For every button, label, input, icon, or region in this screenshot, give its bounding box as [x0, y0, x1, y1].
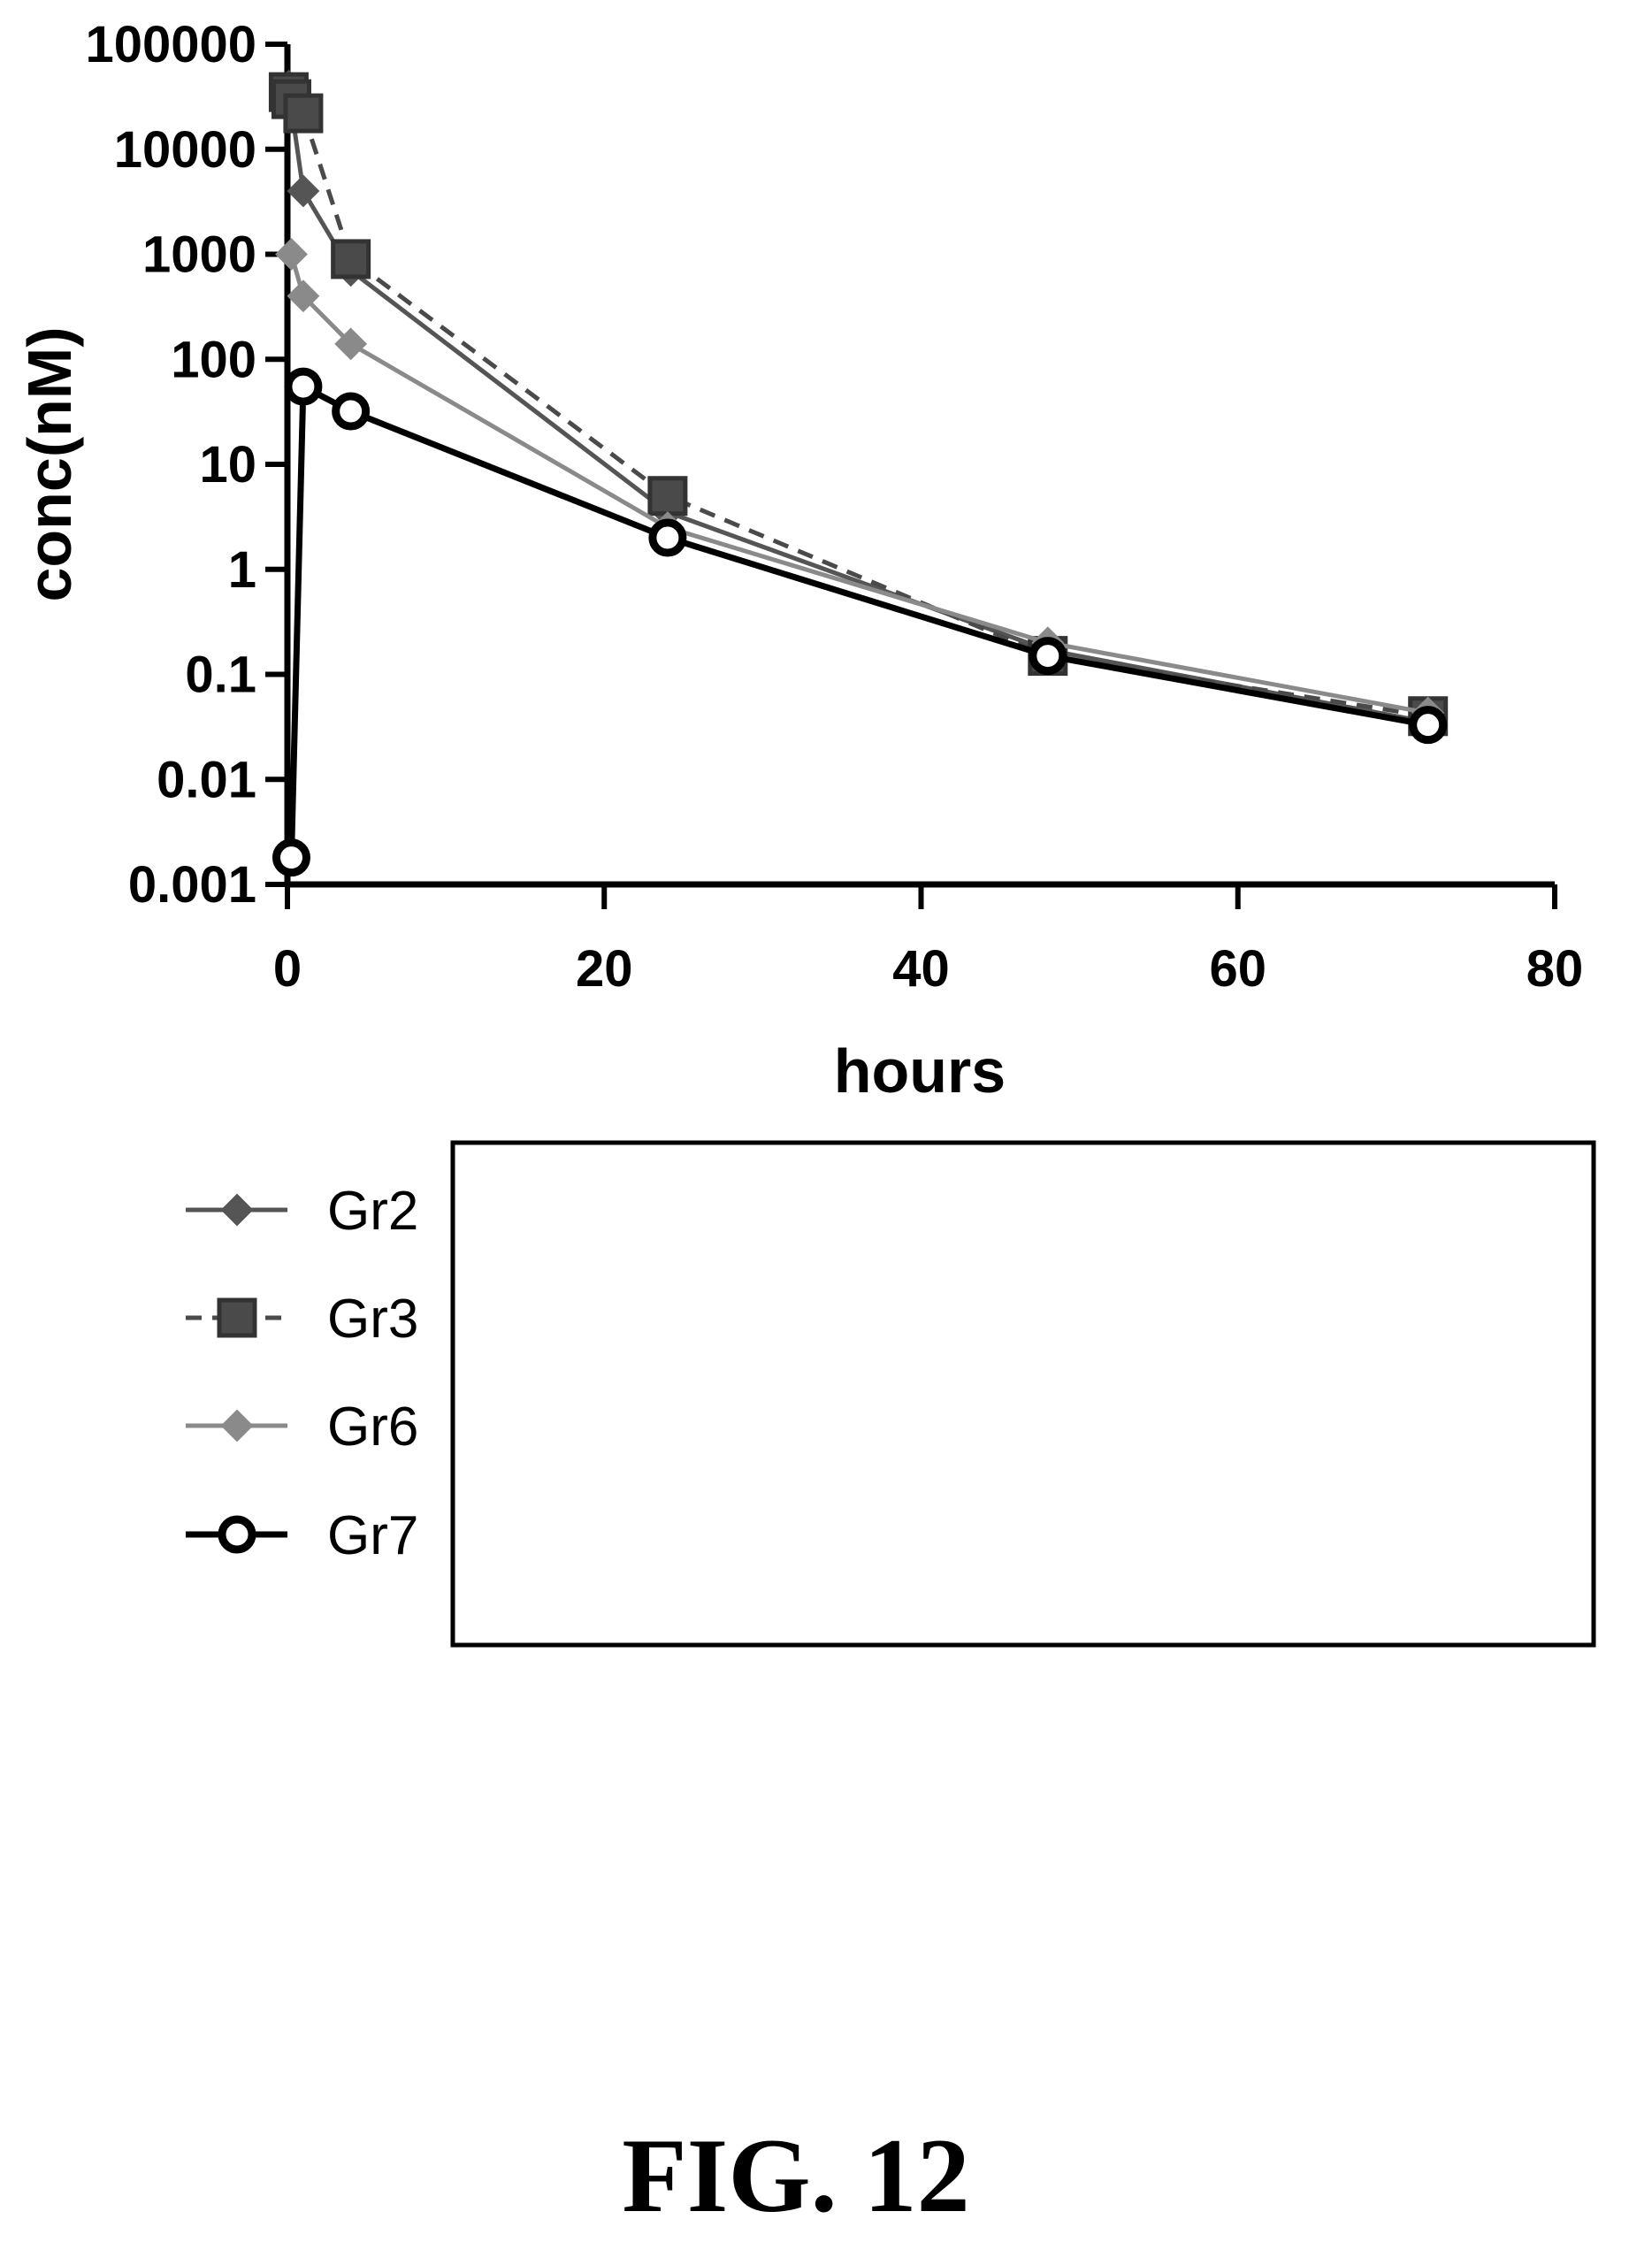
x-tick-label: 0: [273, 940, 302, 998]
x-tick-label: 60: [1209, 940, 1266, 998]
series-gr3: [268, 72, 1449, 737]
y-tick-label: 0.1: [185, 647, 256, 704]
y-tick-label: 100000: [85, 16, 256, 73]
series-line-gr2: [286, 85, 1429, 725]
legend-box: [450, 1140, 1596, 1648]
x-tick-label: 80: [1526, 940, 1584, 998]
data-point-gr7: [272, 838, 310, 877]
legend-marker-gr2: [220, 1193, 254, 1227]
x-axis-title: hours: [834, 1037, 1006, 1106]
series-gr7: [272, 367, 1448, 877]
axes: [284, 44, 1555, 888]
legend-marker-gr6: [220, 1409, 254, 1442]
y-tick-label: 100: [171, 331, 256, 388]
legend-item-gr2: Gr2: [186, 1181, 418, 1242]
y-tick-label: 0.001: [128, 856, 256, 914]
legend-marker-gr3: [217, 1297, 257, 1338]
y-axis-title: conc(nM): [15, 326, 84, 601]
y-ticks: 0.001 0.01 0.1 1 10 100 1000 10000 100000: [85, 16, 287, 914]
legend-label-gr3: Gr3: [327, 1289, 418, 1350]
x-ticks: 0 20 40 60 80: [273, 884, 1583, 998]
legend-item-gr3: Gr3: [186, 1289, 418, 1350]
x-tick-label: 40: [892, 940, 950, 998]
data-point-gr7: [1029, 637, 1067, 676]
data-point-gr7: [332, 392, 371, 431]
data-point-gr7: [1409, 706, 1448, 745]
legend-marker-gr7: [218, 1515, 256, 1554]
y-tick-label: 1000: [142, 226, 256, 284]
data-point-gr3: [647, 476, 688, 517]
y-tick-label: 1: [228, 541, 256, 599]
series-line-gr3: [287, 91, 1429, 719]
legend-item-gr7: Gr7: [186, 1505, 418, 1566]
data-point-gr3: [283, 93, 324, 134]
data-point-gr3: [331, 239, 371, 279]
figure-caption: FIG. 12: [622, 2116, 969, 2234]
series-gr2: [272, 69, 1445, 739]
data-point-gr2: [287, 174, 320, 208]
y-tick-label: 10000: [114, 121, 256, 179]
data-point-gr7: [284, 367, 323, 406]
legend-label-gr6: Gr6: [327, 1396, 418, 1458]
data-point-gr6: [287, 279, 320, 313]
data-point-gr7: [648, 518, 687, 557]
data-point-gr6: [334, 327, 368, 361]
legend-label-gr2: Gr2: [327, 1181, 418, 1242]
x-tick-label: 20: [576, 940, 633, 998]
series-gr6: [275, 238, 1445, 730]
y-tick-label: 10: [199, 436, 256, 494]
series-line-gr6: [289, 253, 1429, 715]
series-layer: [268, 69, 1449, 877]
legend-item-gr6: Gr6: [186, 1396, 418, 1458]
series-line-gr7: [287, 381, 1429, 858]
legend-label-gr7: Gr7: [327, 1505, 418, 1566]
y-tick-label: 0.01: [157, 751, 256, 808]
data-point-gr6: [275, 238, 308, 271]
legend: Gr2 Gr3 Gr6 Gr7: [186, 1140, 1596, 1648]
